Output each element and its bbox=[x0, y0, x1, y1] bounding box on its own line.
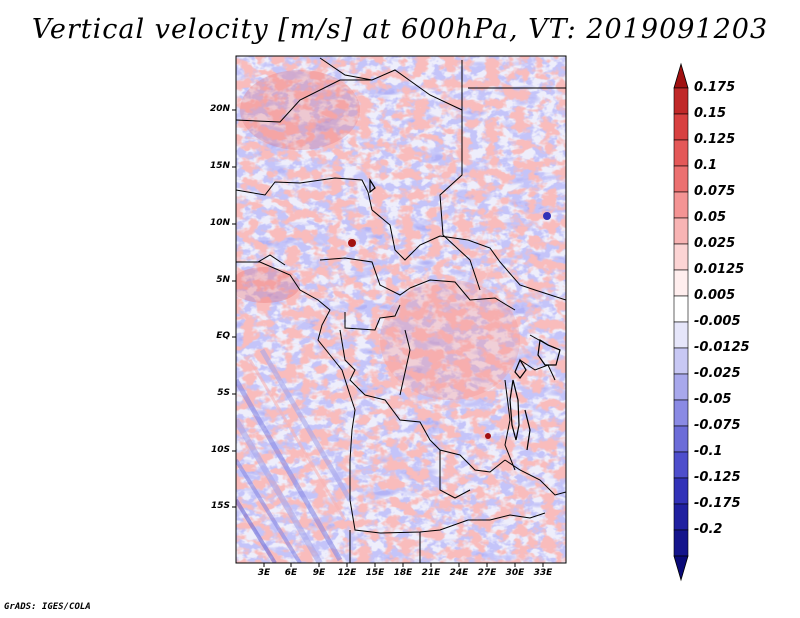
colorbar-segment bbox=[673, 529, 689, 557]
lon-label-27e: 27E bbox=[477, 568, 497, 578]
lat-ticks bbox=[232, 109, 236, 508]
lon-label-15e: 15E bbox=[365, 568, 385, 578]
colorbar-label: 0.005 bbox=[694, 288, 736, 303]
lon-label-33e: 33E bbox=[533, 568, 553, 578]
colorbar-segment bbox=[673, 451, 689, 479]
lat-label-10n: 10N bbox=[209, 218, 230, 228]
coastline bbox=[236, 261, 356, 500]
colorbar-segment bbox=[673, 191, 689, 219]
lon-label-12e: 12E bbox=[337, 568, 357, 578]
colorbar-label: -0.1 bbox=[694, 444, 723, 459]
colorbar-segment bbox=[673, 321, 689, 349]
colorbar-segment bbox=[673, 269, 689, 297]
grads-credit: GrADS: IGES/COLA bbox=[4, 602, 91, 612]
colorbar-segment bbox=[673, 503, 689, 531]
colorbar-label: -0.125 bbox=[694, 470, 741, 485]
colorbar-label: 0.075 bbox=[694, 184, 736, 199]
colorbar-segment bbox=[673, 425, 689, 453]
lon-label-9e: 9E bbox=[312, 568, 326, 578]
colorbar-segment bbox=[673, 113, 689, 141]
colorbar-label: 0.125 bbox=[694, 132, 736, 147]
lon-ticks bbox=[263, 563, 544, 567]
country-borders bbox=[236, 57, 566, 563]
colorbar-label: -0.005 bbox=[694, 314, 741, 329]
lon-label-24e: 24E bbox=[449, 568, 469, 578]
colorbar-bottom-triangle bbox=[673, 555, 689, 582]
colorbar-segment bbox=[673, 217, 689, 245]
colorbar-segment bbox=[673, 87, 689, 115]
lat-label-15s: 15S bbox=[210, 501, 230, 511]
colorbar-label: -0.025 bbox=[694, 366, 741, 381]
map-title: Vertical velocity [m/s] at 600hPa, VT: 2… bbox=[31, 14, 769, 45]
vertical-velocity-field bbox=[236, 56, 566, 563]
lakes bbox=[369, 177, 561, 451]
lon-label-3e: 3E bbox=[257, 568, 271, 578]
colorbar-segment bbox=[673, 295, 689, 323]
colorbar-segment bbox=[673, 139, 689, 167]
colorbar-label: -0.2 bbox=[694, 522, 723, 537]
colorbar-segment bbox=[673, 243, 689, 271]
lat-label-10s: 10S bbox=[210, 445, 230, 455]
colorbar-label: -0.175 bbox=[694, 496, 741, 511]
lat-label-5s: 5S bbox=[217, 388, 230, 398]
colorbar-label: 0.175 bbox=[694, 80, 736, 95]
colorbar-label: 0.025 bbox=[694, 236, 736, 251]
colorbar-segment bbox=[673, 477, 689, 505]
colorbar-label: -0.0125 bbox=[694, 340, 750, 355]
lon-label-21e: 21E bbox=[421, 568, 441, 578]
lon-label-6e: 6E bbox=[284, 568, 298, 578]
lat-label-5n: 5N bbox=[216, 275, 230, 285]
colorbar-label: -0.05 bbox=[694, 392, 732, 407]
colorbar-label: 0.1 bbox=[694, 158, 718, 173]
lat-label-15n: 15N bbox=[209, 161, 230, 171]
lat-label-20n: 20N bbox=[209, 104, 230, 114]
colorbar-label: 0.15 bbox=[694, 106, 727, 121]
colorbar-segment bbox=[673, 373, 689, 401]
map-frame bbox=[235, 55, 567, 564]
colorbar bbox=[673, 62, 689, 582]
lat-label-eq: EQ bbox=[216, 331, 230, 341]
colorbar-label: 0.05 bbox=[694, 210, 727, 225]
colorbar-segment bbox=[673, 165, 689, 193]
lon-label-30e: 30E bbox=[505, 568, 525, 578]
lon-label-18e: 18E bbox=[393, 568, 413, 578]
colorbar-label: 0.0125 bbox=[694, 262, 745, 277]
colorbar-segment bbox=[673, 347, 689, 375]
colorbar-label: -0.075 bbox=[694, 418, 741, 433]
colorbar-top-triangle bbox=[673, 62, 689, 89]
colorbar-segment bbox=[673, 399, 689, 427]
